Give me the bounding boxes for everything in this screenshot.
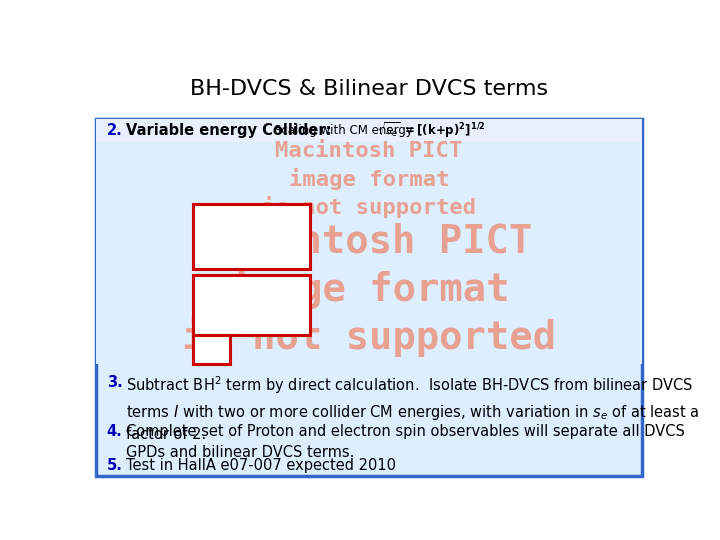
Text: Variable energy Collider:: Variable energy Collider: bbox=[126, 123, 337, 138]
Text: 3.: 3. bbox=[107, 375, 122, 389]
Text: 5.: 5. bbox=[107, 458, 122, 472]
Bar bbox=[96, 119, 642, 141]
Text: Complete set of Proton and electron spin observables will separate all DVCS
GPDs: Complete set of Proton and electron spin… bbox=[126, 424, 685, 460]
Text: Macintosh PICT
image format
is not supported: Macintosh PICT image format is not suppo… bbox=[182, 222, 556, 356]
Text: Scaling with CM energy: Scaling with CM energy bbox=[274, 124, 417, 137]
Bar bbox=[193, 335, 230, 364]
Text: $\sqrt{s_e}$ $\mathbf{= [(k{+}p)^2]^{1/2}}$: $\sqrt{s_e}$ $\mathbf{= [(k{+}p)^2]^{1/2… bbox=[377, 120, 486, 140]
Text: 2.: 2. bbox=[107, 123, 122, 138]
Bar bbox=[96, 141, 642, 221]
Text: Subtract BH$^2$ term by direct calculation.  Isolate BH-DVCS from bilinear DVCS
: Subtract BH$^2$ term by direct calculati… bbox=[126, 375, 700, 442]
Text: 4.: 4. bbox=[107, 424, 122, 440]
Text: Test in HallA e07-007 expected 2010: Test in HallA e07-007 expected 2010 bbox=[126, 458, 396, 472]
Bar bbox=[193, 204, 310, 268]
Bar bbox=[96, 221, 642, 364]
Bar bbox=[96, 119, 642, 476]
Text: Macintosh PICT
image format
is not supported: Macintosh PICT image format is not suppo… bbox=[262, 141, 476, 218]
Text: BH-DVCS & Bilinear DVCS terms: BH-DVCS & Bilinear DVCS terms bbox=[190, 79, 548, 99]
Bar bbox=[193, 275, 310, 335]
